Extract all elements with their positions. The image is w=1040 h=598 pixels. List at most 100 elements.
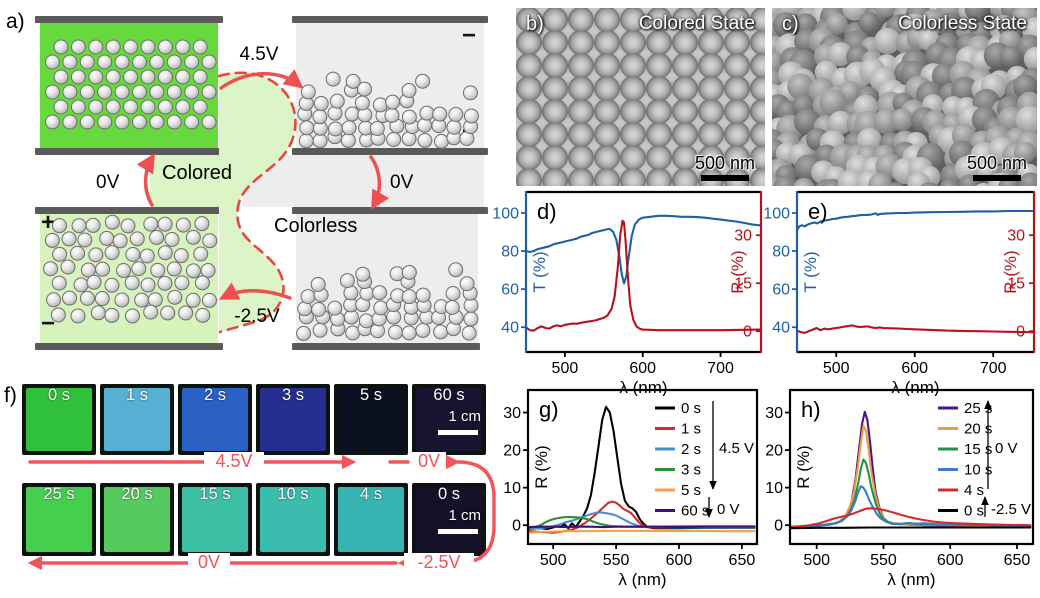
electrode-bar <box>35 16 223 23</box>
svg-text:550: 550 <box>603 552 630 569</box>
f-arrow-top-end: 0V <box>412 452 446 471</box>
sample-photo: 2 s <box>178 384 252 455</box>
panel-b-letter: b) <box>526 13 544 35</box>
sample-photo: 0 s <box>22 384 96 455</box>
svg-text:T (%): T (%) <box>530 251 549 292</box>
time-label: 1 s <box>125 386 148 404</box>
svg-text:R (%): R (%) <box>794 445 813 488</box>
svg-text:600: 600 <box>901 360 928 377</box>
svg-text:5 s: 5 s <box>681 482 701 499</box>
svg-text:λ (nm): λ (nm) <box>619 378 667 396</box>
svg-text:R (%): R (%) <box>532 445 551 488</box>
f-arrow-bottom-voltage: 0V <box>188 553 230 572</box>
electrode-bar <box>35 343 223 350</box>
svg-text:0 s: 0 s <box>964 503 984 520</box>
time-label: 20 s <box>121 485 153 503</box>
svg-text:40: 40 <box>501 320 519 337</box>
svg-text:100: 100 <box>763 205 790 222</box>
sample-photo: 0 s 1 cm <box>412 483 486 556</box>
svg-text:4 s: 4 s <box>964 482 984 499</box>
svg-text:g): g) <box>539 397 559 422</box>
sample-photo: 60 s 1 cm <box>412 384 486 455</box>
panel-f-letter: f) <box>4 384 17 407</box>
chart-g-bleaching-kinetics: 500 550 600 650 λ (nm) 0 10 20 30 R (%) g) 0 s 1 s 2 … <box>495 385 780 598</box>
transition-arrow <box>369 155 390 211</box>
electrode-bar <box>292 16 488 23</box>
time-label: 5 s <box>359 386 382 404</box>
sample-photo: 10 s <box>256 483 330 556</box>
svg-text:60: 60 <box>501 282 519 299</box>
svg-text:λ (nm): λ (nm) <box>618 570 666 589</box>
svg-text:λ (nm): λ (nm) <box>887 570 935 589</box>
minus-sign: − <box>462 22 477 49</box>
chart-h-coloring-kinetics: 500 550 600 650 λ (nm) 0 10 20 30 R (%) h) 25 s 20 s… <box>757 385 1040 598</box>
svg-text:60: 60 <box>772 282 790 299</box>
svg-text:500: 500 <box>552 360 579 377</box>
voltage-label-bottom: -2.5V <box>234 306 280 327</box>
svg-text:0 s: 0 s <box>681 400 701 417</box>
sem-disordered-spheres <box>772 8 1037 186</box>
svg-text:0: 0 <box>743 324 752 341</box>
svg-text:0 V: 0 V <box>995 440 1018 457</box>
sample-photo: 1 s <box>100 384 174 455</box>
svg-text:0: 0 <box>512 518 521 535</box>
time-label: 0 s <box>437 485 460 503</box>
series-line <box>788 526 1032 530</box>
time-label: 25 s <box>43 485 75 503</box>
time-label: 4 s <box>359 485 382 503</box>
svg-text:600: 600 <box>666 552 693 569</box>
svg-text:80: 80 <box>772 244 790 261</box>
chart-d-svg: 500 600 700 λ (nm) 40 60 80 100 T (%) 0 15 30 R (%) d… <box>492 190 763 397</box>
f-arrow-top-voltage: 4.5V <box>204 452 264 471</box>
svg-text:100: 100 <box>492 205 519 222</box>
svg-text:2 s: 2 s <box>681 441 701 458</box>
gray-strip <box>243 155 484 207</box>
time-label: 60 s <box>433 386 465 404</box>
svg-text:10: 10 <box>765 480 783 497</box>
svg-text:20: 20 <box>765 443 783 460</box>
scale-bar-label: 1 cm <box>448 507 481 524</box>
svg-text:25 s: 25 s <box>964 400 992 417</box>
svg-text:-2.5 V: -2.5 V <box>991 501 1031 518</box>
panel-a-schematic: a) − + + − 4.5V Colored 0V 0V Colorless … <box>0 0 515 378</box>
chart-e-svg: 500 600 700 λ (nm) 40 60 80 100 T (%) 0 15 30 R (%) e… <box>763 190 1036 397</box>
chart-g-svg: 500 550 600 650 λ (nm) 0 10 20 30 R (%) g) 0 s 1 s 2 … <box>503 388 759 589</box>
series-line <box>524 214 761 285</box>
voltage-label-right: 0V <box>390 172 414 193</box>
svg-text:15: 15 <box>734 276 752 293</box>
sample-surface <box>416 487 482 552</box>
svg-text:700: 700 <box>707 360 734 377</box>
series-line <box>795 209 1034 232</box>
chart-e-colorless-spectra: 500 600 700 λ (nm) 40 60 80 100 T (%) 0 15 30 R (%) e… <box>762 186 1040 397</box>
transition-arrow <box>218 282 292 300</box>
svg-text:4.5 V: 4.5 V <box>719 440 754 457</box>
sample-surface <box>182 388 248 451</box>
svg-text:d): d) <box>537 199 557 224</box>
svg-text:15: 15 <box>1007 276 1025 293</box>
transition-arrow <box>219 69 304 90</box>
voltage-label-top: 4.5V <box>239 44 279 65</box>
svg-text:700: 700 <box>980 360 1007 377</box>
panel-f-photo-series: f) 0 s 1 s 2 s 3 s 5 s 60 s 1 cm 25 s 20 s 15 s 1… <box>0 378 515 598</box>
sample-surface <box>104 388 170 451</box>
sample-surface <box>416 388 482 451</box>
svg-text:1 s: 1 s <box>681 421 701 438</box>
panel-c-title: Colorless State <box>898 13 1027 34</box>
scale-bar: 500 nm <box>695 153 755 181</box>
scale-bar: 500 nm <box>967 153 1027 181</box>
svg-text:40: 40 <box>772 320 790 337</box>
series-line <box>526 529 756 534</box>
colored-label: Colored <box>162 162 233 184</box>
svg-text:R (%): R (%) <box>1001 250 1020 293</box>
series-line <box>788 485 1032 529</box>
electrode-bar <box>292 207 488 214</box>
electrode-bar <box>35 207 223 214</box>
sample-surface <box>182 487 248 552</box>
svg-text:600: 600 <box>629 360 656 377</box>
svg-text:500: 500 <box>803 552 830 569</box>
svg-text:10: 10 <box>503 480 521 497</box>
sample-photo: 15 s <box>178 483 252 556</box>
svg-text:80: 80 <box>501 244 519 261</box>
panel-c-letter: c) <box>782 13 799 35</box>
